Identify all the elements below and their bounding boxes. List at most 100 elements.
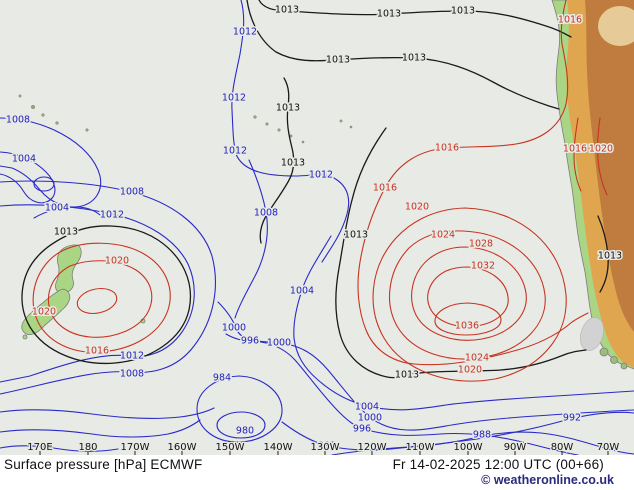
contour-label-low-1004: 1004 bbox=[355, 402, 379, 413]
isobar-1004-southwest bbox=[0, 407, 215, 419]
landmass-south-america bbox=[551, 0, 634, 370]
contour-label-high-1020: 1020 bbox=[458, 365, 482, 376]
contour-label-high-1016: 1016 bbox=[373, 183, 397, 194]
chart-datetime: Fr 14-02-2025 12:00 UTC (00+66) bbox=[392, 457, 604, 472]
isobar-980-ring bbox=[216, 411, 266, 439]
isobar-1020-coastal bbox=[597, 117, 608, 196]
island-dot bbox=[339, 119, 343, 123]
tierra-del-fuego-island bbox=[599, 347, 609, 357]
isobars-reference bbox=[21, 0, 609, 379]
copyright-row: © weatheronline.co.uk bbox=[0, 472, 634, 489]
isobar-1016-nz-ring bbox=[32, 242, 171, 353]
isobar-1008-around-nz bbox=[0, 180, 216, 395]
island-dot bbox=[41, 113, 45, 117]
island-dot bbox=[277, 128, 281, 132]
isobar-1013-top-b bbox=[246, 0, 560, 110]
contour-label-layer: 1013 1013 1013 1016 1012 1013 1013 1012 1013 1008… bbox=[4, 3, 623, 453]
contour-label-low-996: 996 bbox=[241, 336, 259, 347]
contour-label-ref-1013: 1013 bbox=[395, 370, 419, 381]
longitude-label: 170W bbox=[121, 442, 150, 453]
isobar-996-southwest bbox=[0, 445, 119, 452]
isobar-1024-ring bbox=[389, 230, 546, 360]
contour-label-low-988: 988 bbox=[473, 430, 491, 441]
contour-label-ref-1013: 1013 bbox=[451, 6, 475, 17]
contour-label-low-1008: 1008 bbox=[120, 369, 144, 380]
island-dot bbox=[301, 140, 305, 144]
isobar-1032-ring bbox=[427, 266, 509, 328]
contour-label-low-1008: 1008 bbox=[6, 115, 30, 126]
longitude-label: 170E bbox=[27, 442, 52, 453]
longitude-label: 90W bbox=[504, 442, 527, 453]
isobar-1036-ring bbox=[434, 302, 502, 336]
isobar-1013-around-high bbox=[335, 127, 587, 379]
longitude-label: 110W bbox=[406, 442, 435, 453]
isobars-low bbox=[0, 0, 634, 455]
contour-label-low-1000: 1000 bbox=[267, 338, 291, 349]
contour-label-ref-1013: 1013 bbox=[54, 227, 78, 238]
contour-label-high-1020: 1020 bbox=[589, 144, 613, 155]
longitude-label: 180 bbox=[78, 442, 97, 453]
contour-label-high-1020: 1020 bbox=[32, 307, 56, 318]
isobar-1020-nz-ring bbox=[47, 260, 153, 338]
contour-label-ref-1013: 1013 bbox=[402, 53, 426, 64]
isobar-1000-southwest bbox=[0, 419, 201, 438]
contour-label-high-1016: 1016 bbox=[435, 143, 459, 154]
contour-label-high-1016: 1016 bbox=[558, 15, 582, 26]
isobar-1020-ring bbox=[372, 207, 567, 382]
contour-label-low-1012: 1012 bbox=[100, 210, 124, 221]
isobar-1013-top-a bbox=[258, 0, 572, 38]
stewart-island bbox=[22, 334, 28, 340]
contour-label-low-1012: 1012 bbox=[120, 351, 144, 362]
contour-label-high-1016: 1016 bbox=[563, 144, 587, 155]
longitude-label: 120W bbox=[358, 442, 387, 453]
isobar-1028-ring bbox=[411, 246, 527, 341]
isobar-1008-trough bbox=[234, 159, 268, 319]
contour-label-low-1004: 1004 bbox=[45, 203, 69, 214]
isobar-1016-coastal bbox=[573, 117, 582, 192]
copyright-link[interactable]: © weatheronline.co.uk bbox=[481, 473, 614, 487]
contour-label-ref-1013: 1013 bbox=[344, 230, 368, 241]
contour-label-ref-1013: 1013 bbox=[598, 251, 622, 262]
isobar-1016-big-high bbox=[357, 0, 589, 366]
longitude-label: 130W bbox=[311, 442, 340, 453]
map-area: 1013 1013 1013 1016 1012 1013 1013 1012 1013 1008… bbox=[0, 0, 634, 455]
contour-label-low-1012: 1012 bbox=[223, 146, 247, 157]
contour-label-low-992: 992 bbox=[563, 413, 581, 424]
contour-label-low-1008: 1008 bbox=[254, 208, 278, 219]
island-dot bbox=[30, 104, 36, 110]
chart-title: Surface pressure [hPa] ECMWF bbox=[4, 457, 203, 472]
longitude-label: 160W bbox=[168, 442, 197, 453]
contour-label-ref-1013: 1013 bbox=[275, 5, 299, 16]
isobar-1013-coastal bbox=[597, 215, 609, 293]
island-dot bbox=[85, 128, 89, 132]
contour-label-high-1028: 1028 bbox=[469, 239, 493, 250]
contour-label-low-1012: 1012 bbox=[309, 170, 333, 181]
isobar-1000-central bbox=[217, 301, 634, 431]
contour-label-high-1016: 1016 bbox=[85, 346, 109, 357]
contour-label-low-1008: 1008 bbox=[120, 187, 144, 198]
isobar-1004-northwest-b bbox=[33, 206, 101, 219]
island-dot bbox=[265, 122, 269, 126]
longitude-label: 70W bbox=[597, 442, 620, 453]
caption-bar: Surface pressure [hPa] ECMWF Fr 14-02-20… bbox=[0, 455, 634, 490]
longitude-label: 140W bbox=[264, 442, 293, 453]
contour-label-high-1036: 1036 bbox=[455, 321, 479, 332]
contour-label-high-1024: 1024 bbox=[431, 230, 455, 241]
tierra-del-fuego-island bbox=[620, 362, 628, 370]
contour-label-low-980: 980 bbox=[236, 426, 254, 437]
island-dot bbox=[55, 121, 59, 125]
longitude-axis: 170E 180 170W 160W 150W 140W 130W 120W 110W 100W 9… bbox=[26, 441, 621, 455]
isobar-1013-central bbox=[259, 77, 295, 244]
isobar-closed-low-northwest bbox=[33, 176, 55, 192]
island-dot bbox=[18, 94, 22, 98]
contour-label-ref-1013: 1013 bbox=[281, 158, 305, 169]
altiplano-patch bbox=[598, 6, 634, 46]
contour-label-ref-1013: 1013 bbox=[276, 103, 300, 114]
longitude-label: 100W bbox=[454, 442, 483, 453]
contour-label-high-1020: 1020 bbox=[405, 202, 429, 213]
contour-label-low-1000: 1000 bbox=[358, 413, 382, 424]
contour-label-high-1020: 1020 bbox=[105, 256, 129, 267]
contour-label-low-1004: 1004 bbox=[290, 286, 314, 297]
contour-label-low-1004: 1004 bbox=[12, 154, 36, 165]
